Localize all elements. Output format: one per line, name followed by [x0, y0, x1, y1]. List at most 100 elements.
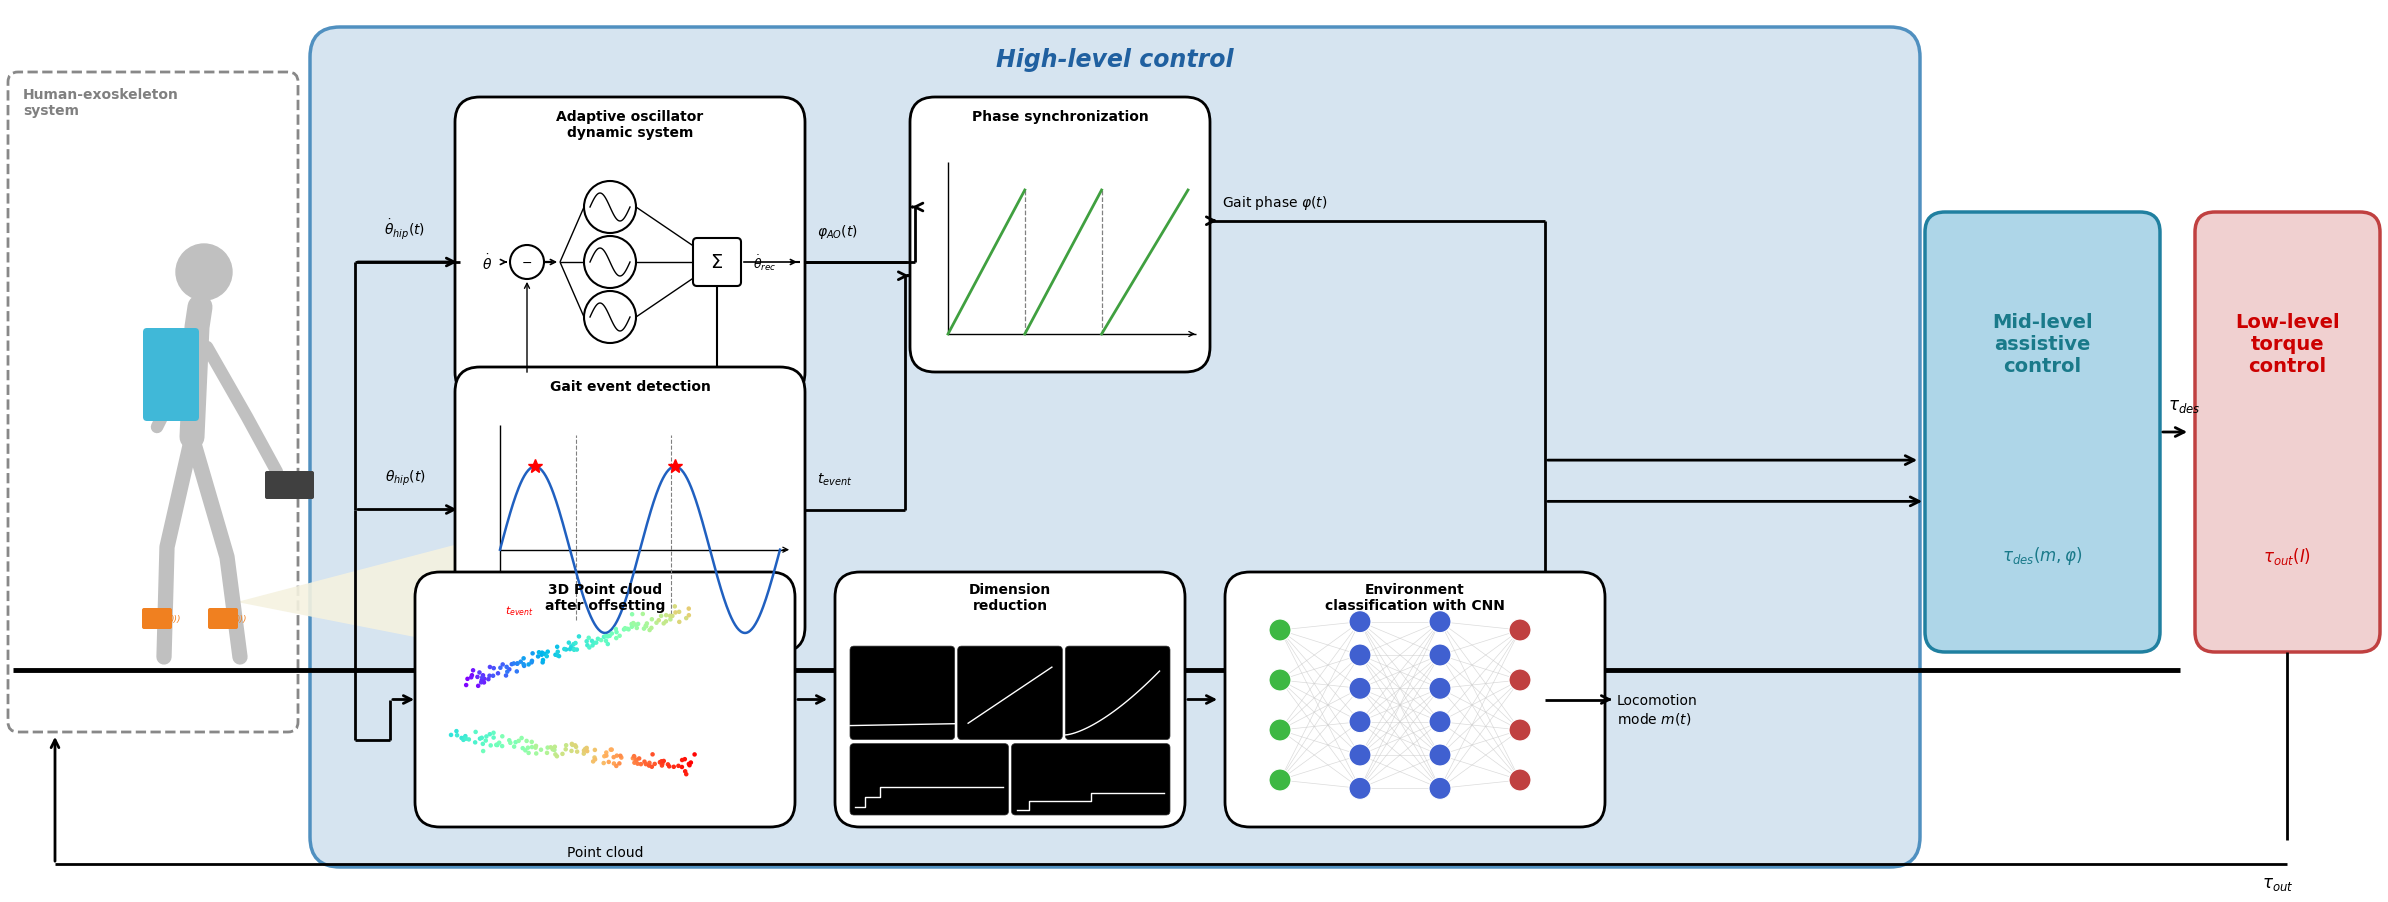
Point [576, 636, 614, 650]
Point [616, 618, 654, 632]
Point [470, 668, 509, 683]
Point [559, 630, 597, 644]
Point [554, 643, 592, 658]
Point [614, 751, 652, 766]
Circle shape [1349, 711, 1371, 732]
Text: Dimension
reduction: Dimension reduction [970, 583, 1051, 612]
Point [669, 757, 707, 771]
Text: −: − [521, 256, 533, 269]
Point [650, 758, 688, 772]
Circle shape [1428, 611, 1452, 633]
Point [592, 742, 630, 757]
Point [442, 731, 480, 745]
FancyBboxPatch shape [265, 472, 313, 500]
Circle shape [585, 182, 635, 234]
Point [556, 739, 595, 753]
FancyBboxPatch shape [143, 328, 198, 421]
Point [501, 731, 540, 745]
Point [618, 757, 657, 771]
Point [537, 750, 576, 764]
Point [664, 753, 702, 768]
Point [590, 630, 628, 644]
Point [597, 631, 635, 646]
Point [564, 747, 602, 761]
Point [461, 676, 499, 690]
Point [552, 737, 590, 751]
Point [475, 726, 513, 741]
Point [540, 649, 578, 664]
FancyBboxPatch shape [1013, 744, 1170, 815]
FancyBboxPatch shape [1925, 213, 2161, 652]
Point [568, 634, 607, 649]
Point [552, 642, 590, 657]
Point [576, 743, 614, 758]
Point [616, 756, 654, 770]
Text: $\Sigma$: $\Sigma$ [712, 253, 724, 272]
FancyBboxPatch shape [910, 98, 1211, 373]
Text: Gait phase $\varphi(t)$: Gait phase $\varphi(t)$ [1223, 194, 1328, 211]
Point [466, 733, 504, 748]
Text: $t_{event}$: $t_{event}$ [817, 472, 853, 488]
Point [487, 668, 525, 683]
Point [478, 738, 516, 752]
Point [652, 609, 690, 623]
Circle shape [1349, 744, 1371, 766]
Point [544, 642, 583, 657]
Point [616, 749, 654, 763]
Point [482, 739, 521, 753]
Point [635, 757, 673, 771]
Point [499, 657, 537, 671]
Point [556, 636, 595, 650]
Point [437, 728, 475, 742]
Point [640, 755, 678, 769]
Point [480, 667, 518, 681]
Text: $\tau_{out}$: $\tau_{out}$ [2261, 874, 2292, 892]
Circle shape [1428, 677, 1452, 700]
Point [490, 733, 528, 748]
Point [537, 648, 576, 662]
Point [533, 741, 571, 755]
Point [447, 732, 485, 746]
Point [475, 731, 513, 745]
Circle shape [585, 291, 635, 344]
FancyBboxPatch shape [456, 98, 805, 398]
Point [640, 613, 678, 628]
Point [497, 735, 535, 750]
Text: Environment
classification with CNN: Environment classification with CNN [1325, 583, 1504, 612]
FancyBboxPatch shape [208, 608, 239, 630]
FancyBboxPatch shape [850, 744, 1008, 815]
Point [626, 621, 664, 636]
Point [523, 648, 561, 662]
Point [501, 655, 540, 669]
Point [566, 743, 604, 758]
Point [664, 759, 702, 774]
Point [533, 742, 571, 757]
Point [676, 748, 714, 762]
Point [576, 752, 614, 767]
Point [621, 757, 659, 771]
Circle shape [1268, 669, 1292, 691]
Point [618, 621, 657, 636]
Point [642, 609, 681, 623]
Point [623, 607, 661, 621]
Point [671, 756, 709, 770]
Text: ))): ))) [236, 614, 248, 623]
Point [587, 745, 626, 759]
Circle shape [1509, 669, 1531, 691]
Point [614, 607, 652, 621]
Point [642, 757, 681, 771]
Point [463, 744, 501, 759]
Point [630, 756, 669, 770]
Text: $\theta_{hip}(t)$: $\theta_{hip}(t)$ [384, 469, 425, 488]
Point [494, 657, 533, 671]
Point [609, 621, 647, 636]
Point [451, 670, 490, 685]
Point [592, 627, 630, 641]
Point [473, 668, 511, 683]
Point [461, 732, 499, 746]
Point [449, 732, 487, 747]
Point [595, 750, 633, 765]
Circle shape [1509, 620, 1531, 641]
Point [597, 749, 635, 763]
FancyBboxPatch shape [141, 608, 172, 630]
